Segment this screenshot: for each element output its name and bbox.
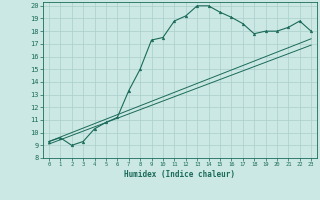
X-axis label: Humidex (Indice chaleur): Humidex (Indice chaleur) bbox=[124, 170, 236, 179]
